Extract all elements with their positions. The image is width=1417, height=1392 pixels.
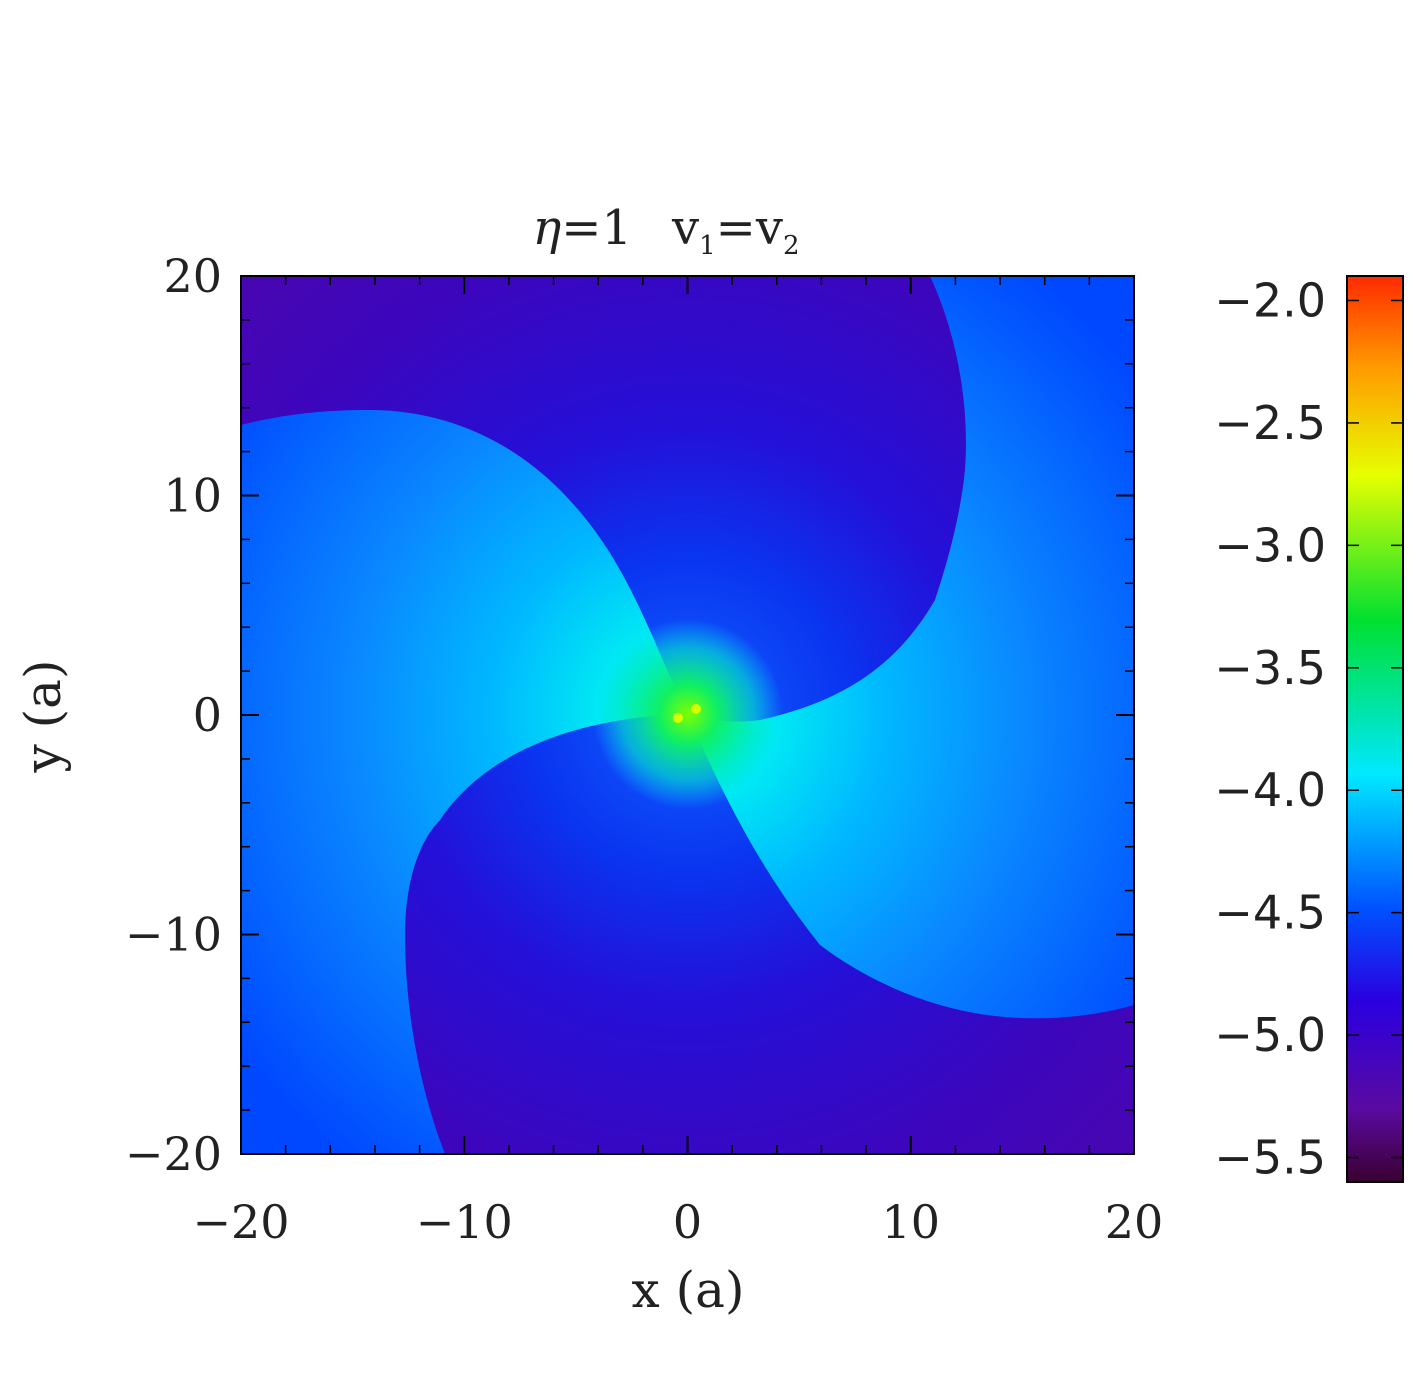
title-v2: v <box>755 200 783 256</box>
x-axis-title: x (a) <box>632 1261 745 1319</box>
x-tick-label: 10 <box>881 1195 940 1249</box>
y-tick-label: −10 <box>125 908 222 962</box>
title-v1-sub: 1 <box>699 231 716 261</box>
y-tick-label: 10 <box>163 469 222 523</box>
x-tick-label: 20 <box>1105 1195 1164 1249</box>
y-tick-label: 0 <box>193 688 222 742</box>
colorbar-tick-label: −2.0 <box>1214 273 1326 327</box>
x-tick-labels: −20 −10 0 10 20 <box>192 1195 1163 1249</box>
title-eq: = <box>716 200 756 256</box>
star-marker-2 <box>691 704 701 714</box>
star-marker-1 <box>673 713 683 723</box>
y-tick-label: −20 <box>125 1127 222 1181</box>
colorbar <box>1346 275 1404 1183</box>
title-eta-value: =1 <box>561 200 632 256</box>
title-v1: v <box>671 200 699 256</box>
colorbar-tick-label: −2.5 <box>1214 396 1326 450</box>
chart-title: η=1 v1=v2 <box>532 200 799 261</box>
spiral-arm-right <box>688 276 1134 1019</box>
x-tick-label: −20 <box>192 1195 289 1249</box>
title-eta: η <box>532 200 561 256</box>
y-axis-title: y (a) <box>14 660 72 774</box>
colorbar-tick-label: −3.5 <box>1214 641 1326 695</box>
colorbar-tick-label: −4.5 <box>1214 886 1326 940</box>
title-v2-sub: 2 <box>783 231 800 261</box>
x-tick-label: −10 <box>416 1195 513 1249</box>
colorbar-tick-label: −5.0 <box>1214 1008 1326 1062</box>
heatmap-field <box>241 276 1134 1154</box>
y-tick-labels: −20 −10 0 10 20 <box>125 249 222 1181</box>
spiral-arm-left <box>241 410 688 1154</box>
colorbar-ticks: −2.0 −2.5 −3.0 −3.5 −4.0 −4.5 −5.0 −5.5 <box>1214 273 1403 1185</box>
core-glow <box>593 619 783 809</box>
colorbar-tick-label: −5.5 <box>1214 1131 1326 1185</box>
colorbar-tick-label: −4.0 <box>1214 763 1326 817</box>
axis-ticks <box>240 275 1135 1155</box>
x-tick-label: 0 <box>673 1195 702 1249</box>
y-tick-label: 20 <box>163 249 222 303</box>
colorbar-tick-label: −3.0 <box>1214 518 1326 572</box>
